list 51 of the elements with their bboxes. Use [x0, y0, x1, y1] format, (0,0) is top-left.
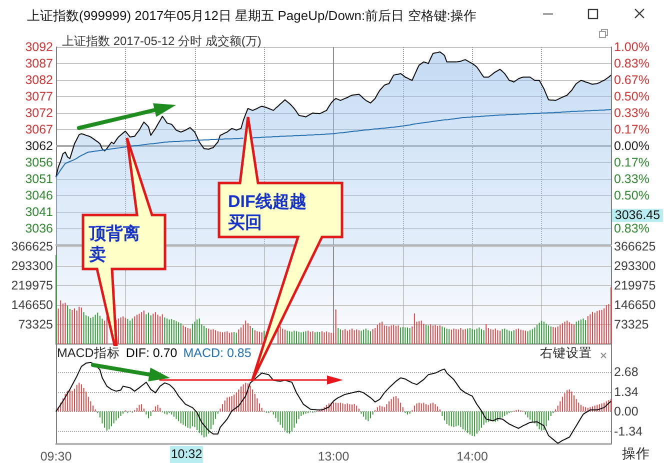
y-tick-label: 366625 — [11, 240, 54, 254]
y-tick-label: 73325 — [18, 318, 54, 332]
y2-tick-label: 0.00 — [614, 404, 638, 419]
y2-tick-label: 366625 — [614, 240, 656, 254]
annotation: 顶背离卖 — [89, 223, 141, 265]
annotation: DIF线超越买回 — [228, 191, 308, 233]
y-tick-label: 3051 — [25, 172, 54, 186]
y-tick-label: 293300 — [11, 259, 54, 273]
y2-tick-label: 0.83% — [614, 221, 650, 236]
annotation: MACD: 0.85 — [183, 346, 252, 360]
y2-tick-label: 146650 — [614, 298, 656, 312]
text: 3036.45 — [612, 208, 663, 222]
y-tick-label: 3041 — [25, 204, 54, 219]
y2-tick-label: 1.34 — [614, 384, 638, 399]
y2-tick-label: 0.33% — [614, 172, 650, 186]
y2-tick-label: 0.50% — [614, 90, 650, 104]
y2-tick-label: 73325 — [614, 318, 649, 332]
chart-title: 上证指数(999999) 2017年05月12日 星期五 PageUp/Down:前后日 空格键:操作 — [27, 8, 476, 23]
y-tick-label: 3036 — [25, 221, 54, 236]
y2-tick-label: 0.83% — [614, 56, 650, 71]
y-tick-label: 3092 — [25, 40, 54, 54]
y-tick-label: 3082 — [25, 73, 54, 88]
y-tick-label: 3067 — [25, 122, 54, 137]
y-tick-label: 219975 — [11, 278, 54, 292]
y2-tick-label: 219975 — [614, 278, 656, 292]
x-tick-label: 09:30 — [40, 450, 72, 463]
y-tick-label: 3056 — [25, 155, 54, 170]
text: 10:32 — [170, 446, 203, 463]
y2-tick-label: 0.00% — [614, 139, 650, 153]
y2-tick-label: 2.68 — [614, 365, 638, 380]
y2-tick-label: 293300 — [614, 259, 656, 273]
y-tick-label: 3087 — [25, 56, 54, 71]
text: 操作 — [622, 446, 650, 461]
y2-tick-label: -1.34 — [614, 424, 643, 438]
chart-title: MACD指标 — [57, 346, 120, 360]
y2-tick-label: 1.00% — [614, 40, 650, 54]
y2-tick-label: 0.17% — [614, 156, 650, 170]
y-tick-label: 3072 — [25, 106, 54, 120]
y2-tick-label: 0.50% — [614, 188, 650, 202]
y-tick-label: 3062 — [25, 139, 54, 153]
text: DIF: 0.70 — [126, 346, 178, 360]
y-tick-label: 3046 — [25, 188, 54, 202]
chart-subtitle: 上证指数 2017-05-12 分时 成交额(万) — [62, 34, 262, 48]
x-tick-label: 13:00 — [318, 450, 350, 463]
y2-tick-label: 0.67% — [614, 72, 650, 87]
y2-tick-label: 0.33% — [614, 106, 650, 120]
y-tick-label: 146650 — [11, 298, 54, 312]
y2-tick-label: 0.17% — [614, 122, 650, 136]
annotation: 右键设置 — [540, 346, 592, 360]
y-tick-label: 3077 — [25, 90, 54, 104]
x-tick-label: 14:00 — [456, 450, 488, 463]
